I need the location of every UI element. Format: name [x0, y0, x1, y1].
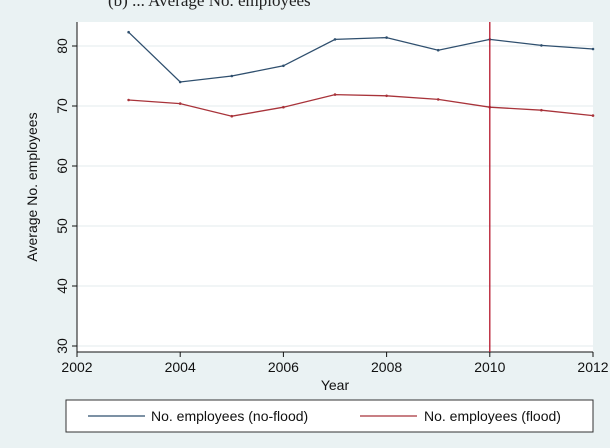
figure-caption-strip: (b) ... Average No. employees [0, 0, 610, 22]
y-tick-label-50: 50 [54, 218, 70, 234]
data-point-flood-2003 [127, 98, 130, 102]
x-ticks: 2002 2004 2006 2008 2010 2012 [61, 352, 609, 375]
data-point-no-flood-2012 [591, 47, 595, 51]
x-tick-label-2012: 2012 [577, 359, 608, 375]
data-point-no-flood-2008 [385, 36, 388, 39]
data-point-flood-2006 [282, 105, 285, 109]
data-point-no-flood-2005 [230, 74, 234, 78]
data-point-flood-2012 [591, 114, 595, 117]
plot-area [77, 22, 593, 352]
y-tick-label-70: 70 [54, 98, 70, 114]
data-point-no-flood-2009 [436, 48, 440, 52]
y-tick-label-60: 60 [54, 158, 70, 174]
y-ticks: 30 40 50 60 70 80 [54, 38, 77, 354]
data-point-no-flood-2003 [127, 30, 130, 34]
legend-label-no-flood: No. employees (no-flood) [151, 408, 308, 424]
data-point-flood-2011 [540, 108, 543, 112]
y-tick-label-30: 30 [54, 338, 70, 354]
x-axis-title: Year [321, 377, 350, 393]
legend: No. employees (no-flood) No. employees (… [65, 399, 594, 433]
figure-caption: (b) ... Average No. employees [108, 0, 311, 10]
x-tick-label-2004: 2004 [165, 359, 196, 375]
x-tick-label-2002: 2002 [61, 359, 92, 375]
data-point-flood-2007 [333, 93, 337, 96]
data-point-no-flood-2004 [178, 80, 182, 84]
data-point-no-flood-2011 [540, 44, 543, 47]
legend-box [65, 399, 594, 433]
series-line-no-flood [128, 31, 594, 83]
series-line-flood [128, 93, 594, 117]
x-tick-label-2006: 2006 [268, 359, 299, 375]
data-point-flood-2008 [385, 94, 388, 98]
data-point-no-flood-2006 [282, 64, 285, 68]
data-point-flood-2009 [436, 98, 440, 101]
legend-label-flood: No. employees (flood) [424, 408, 561, 424]
grid [77, 45, 593, 347]
y-tick-label-80: 80 [54, 38, 70, 54]
x-tick-label-2008: 2008 [371, 359, 402, 375]
y-tick-label-40: 40 [54, 278, 70, 294]
series-lines [127, 30, 595, 118]
data-point-flood-2004 [178, 102, 182, 105]
data-point-no-flood-2007 [333, 38, 337, 41]
y-axis-title: Average No. employees [24, 112, 40, 261]
x-tick-label-2010: 2010 [474, 359, 505, 375]
data-point-flood-2005 [230, 114, 234, 118]
